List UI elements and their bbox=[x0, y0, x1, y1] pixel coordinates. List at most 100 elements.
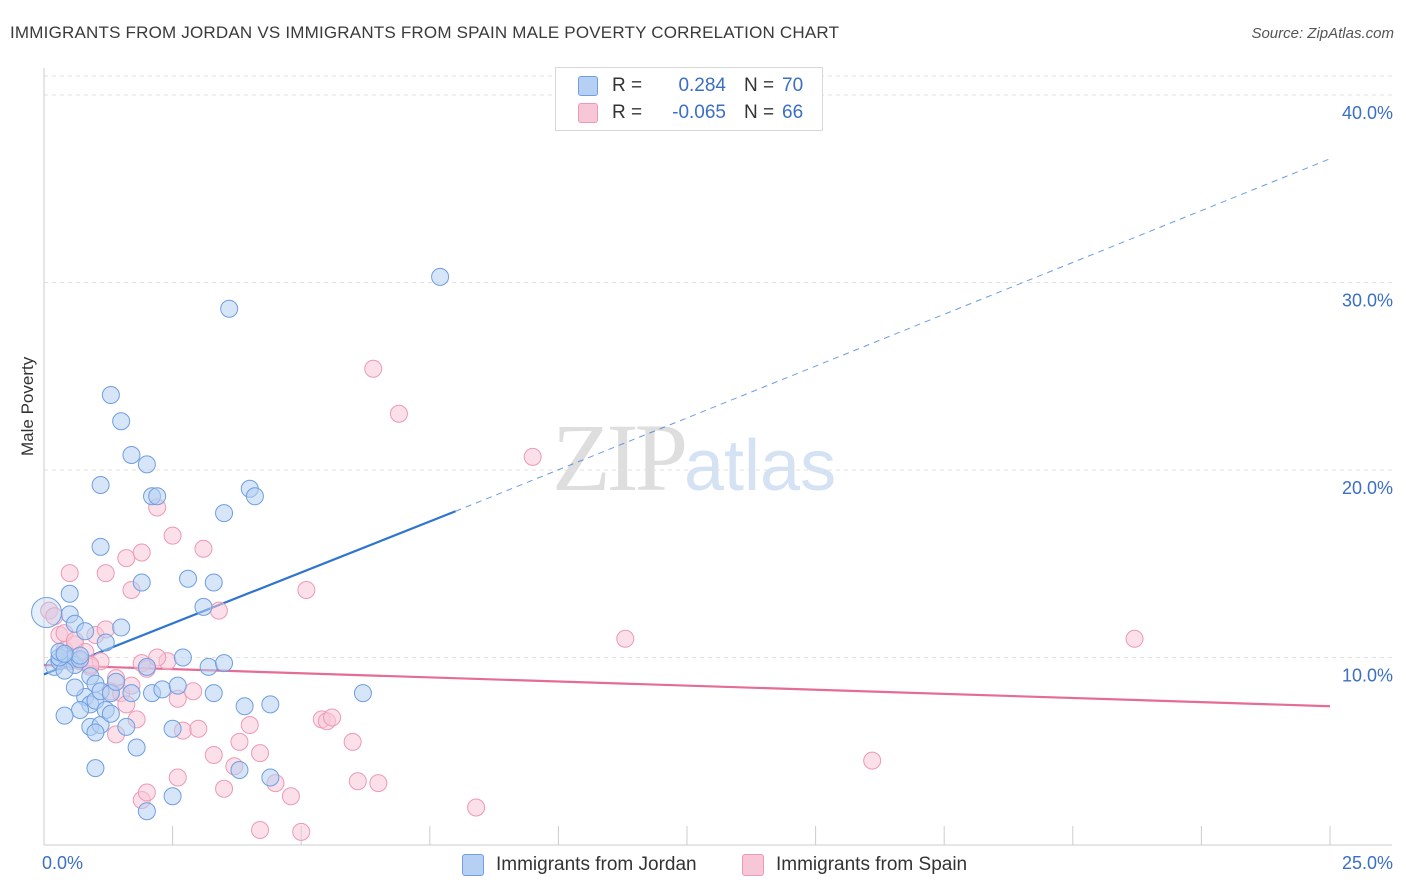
jordan-point bbox=[163, 787, 182, 806]
jordan-point bbox=[101, 704, 120, 723]
spain-point bbox=[292, 822, 311, 841]
bottom-jordan-swatch bbox=[462, 854, 484, 876]
zipatlas-watermark: ZIPatlas bbox=[552, 402, 836, 513]
spain-n-label: N = bbox=[744, 102, 775, 123]
jordan-point bbox=[163, 719, 182, 738]
jordan-point bbox=[261, 695, 280, 714]
spain-point bbox=[215, 779, 234, 798]
spain-point bbox=[323, 708, 342, 727]
jordan-point bbox=[261, 768, 280, 787]
tick-labels: 10.0% 20.0% 30.0% 40.0% 0.0% 25.0% bbox=[42, 103, 1393, 873]
spain-point bbox=[364, 359, 383, 378]
jordan-point bbox=[55, 644, 74, 663]
spain-point bbox=[230, 732, 249, 751]
jordan-point bbox=[173, 648, 192, 667]
jordan-point bbox=[235, 697, 254, 716]
spain-point bbox=[163, 526, 182, 545]
jordan-trend-extension bbox=[455, 158, 1331, 512]
jordan-point bbox=[91, 476, 110, 494]
bottom-legend-spain: Immigrants from Spain bbox=[742, 852, 967, 878]
spain-point bbox=[343, 732, 362, 751]
bottom-legend-jordan: Immigrants from Jordan bbox=[462, 852, 697, 878]
y-tick-label: 40.0% bbox=[1342, 103, 1393, 123]
jordan-point bbox=[65, 678, 84, 697]
y-tick-label: 10.0% bbox=[1342, 666, 1393, 686]
spain-point bbox=[297, 581, 316, 599]
spain-point bbox=[96, 564, 115, 583]
jordan-point bbox=[179, 569, 198, 588]
jordan-point bbox=[96, 633, 115, 652]
spain-point bbox=[194, 539, 213, 558]
jordan-point bbox=[230, 761, 249, 779]
jordan-point bbox=[101, 386, 120, 404]
spain-point bbox=[184, 682, 203, 701]
spain-point bbox=[863, 751, 882, 770]
jordan-point bbox=[199, 657, 218, 676]
spain-point bbox=[467, 798, 486, 817]
jordan-point bbox=[76, 622, 95, 641]
chart-title: IMMIGRANTS FROM JORDAN VS IMMIGRANTS FRO… bbox=[10, 23, 840, 42]
bottom-spain-label: Immigrants from Spain bbox=[776, 854, 968, 875]
jordan-point bbox=[71, 646, 90, 665]
jordan-point bbox=[112, 412, 131, 431]
jordan-point bbox=[431, 267, 450, 286]
jordan-point bbox=[86, 759, 105, 778]
spain-point bbox=[117, 549, 136, 568]
jordan-n-label: N = bbox=[744, 75, 775, 96]
trend-lines bbox=[43, 158, 1331, 708]
jordan-point bbox=[55, 706, 74, 725]
jordan-point bbox=[215, 504, 234, 523]
spain-point bbox=[204, 746, 223, 764]
jordan-point bbox=[91, 537, 110, 556]
spain-n-value: 66 bbox=[782, 102, 804, 123]
jordan-points bbox=[31, 267, 450, 821]
jordan-point bbox=[122, 684, 141, 703]
spain-point bbox=[60, 564, 79, 583]
jordan-point bbox=[117, 717, 136, 736]
watermark-atlas: atlas bbox=[684, 426, 837, 506]
axes bbox=[43, 68, 1392, 846]
jordan-point bbox=[122, 446, 141, 464]
jordan-point bbox=[215, 654, 234, 673]
x-tick-label: 25.0% bbox=[1342, 853, 1393, 873]
spain-swatch bbox=[578, 103, 598, 123]
spain-point bbox=[348, 772, 367, 791]
x-tick-label: 0.0% bbox=[42, 853, 83, 873]
spain-point bbox=[616, 629, 635, 648]
jordan-point bbox=[112, 618, 131, 637]
jordan-point bbox=[137, 657, 156, 676]
bottom-jordan-label: Immigrants from Jordan bbox=[496, 854, 697, 875]
spain-r-label: R = bbox=[612, 102, 643, 123]
correlation-legend: R = 0.284 N = 70 R = -0.065 N = 66 bbox=[555, 67, 823, 131]
jordan-point bbox=[60, 584, 79, 603]
jordan-point bbox=[132, 573, 151, 592]
jordan-point bbox=[127, 738, 146, 757]
spain-point bbox=[240, 716, 259, 734]
bottom-spain-swatch bbox=[742, 854, 764, 876]
spain-point bbox=[168, 768, 187, 787]
legend-row-jordan: R = 0.284 N = 70 bbox=[578, 73, 803, 99]
spain-point bbox=[1125, 629, 1144, 648]
jordan-point bbox=[107, 672, 126, 691]
spain-point bbox=[132, 543, 151, 562]
watermark-zip: ZIP bbox=[552, 404, 688, 511]
jordan-point bbox=[168, 676, 187, 695]
jordan-point bbox=[148, 487, 167, 506]
jordan-point bbox=[353, 684, 372, 703]
jordan-point bbox=[245, 487, 264, 506]
jordan-point bbox=[137, 802, 156, 821]
jordan-cluster-point bbox=[31, 597, 63, 628]
jordan-point bbox=[194, 597, 213, 616]
jordan-point bbox=[137, 455, 156, 474]
jordan-point bbox=[204, 684, 223, 703]
jordan-r-value: 0.284 bbox=[678, 75, 726, 96]
jordan-point bbox=[71, 701, 90, 719]
y-tick-label: 30.0% bbox=[1342, 291, 1393, 311]
jordan-point bbox=[220, 299, 239, 318]
y-axis-label: Male Poverty bbox=[18, 356, 37, 456]
jordan-r-label: R = bbox=[612, 75, 643, 96]
spain-point bbox=[189, 719, 208, 738]
legend-row-spain: R = -0.065 N = 66 bbox=[578, 100, 803, 126]
spain-point bbox=[281, 787, 300, 806]
